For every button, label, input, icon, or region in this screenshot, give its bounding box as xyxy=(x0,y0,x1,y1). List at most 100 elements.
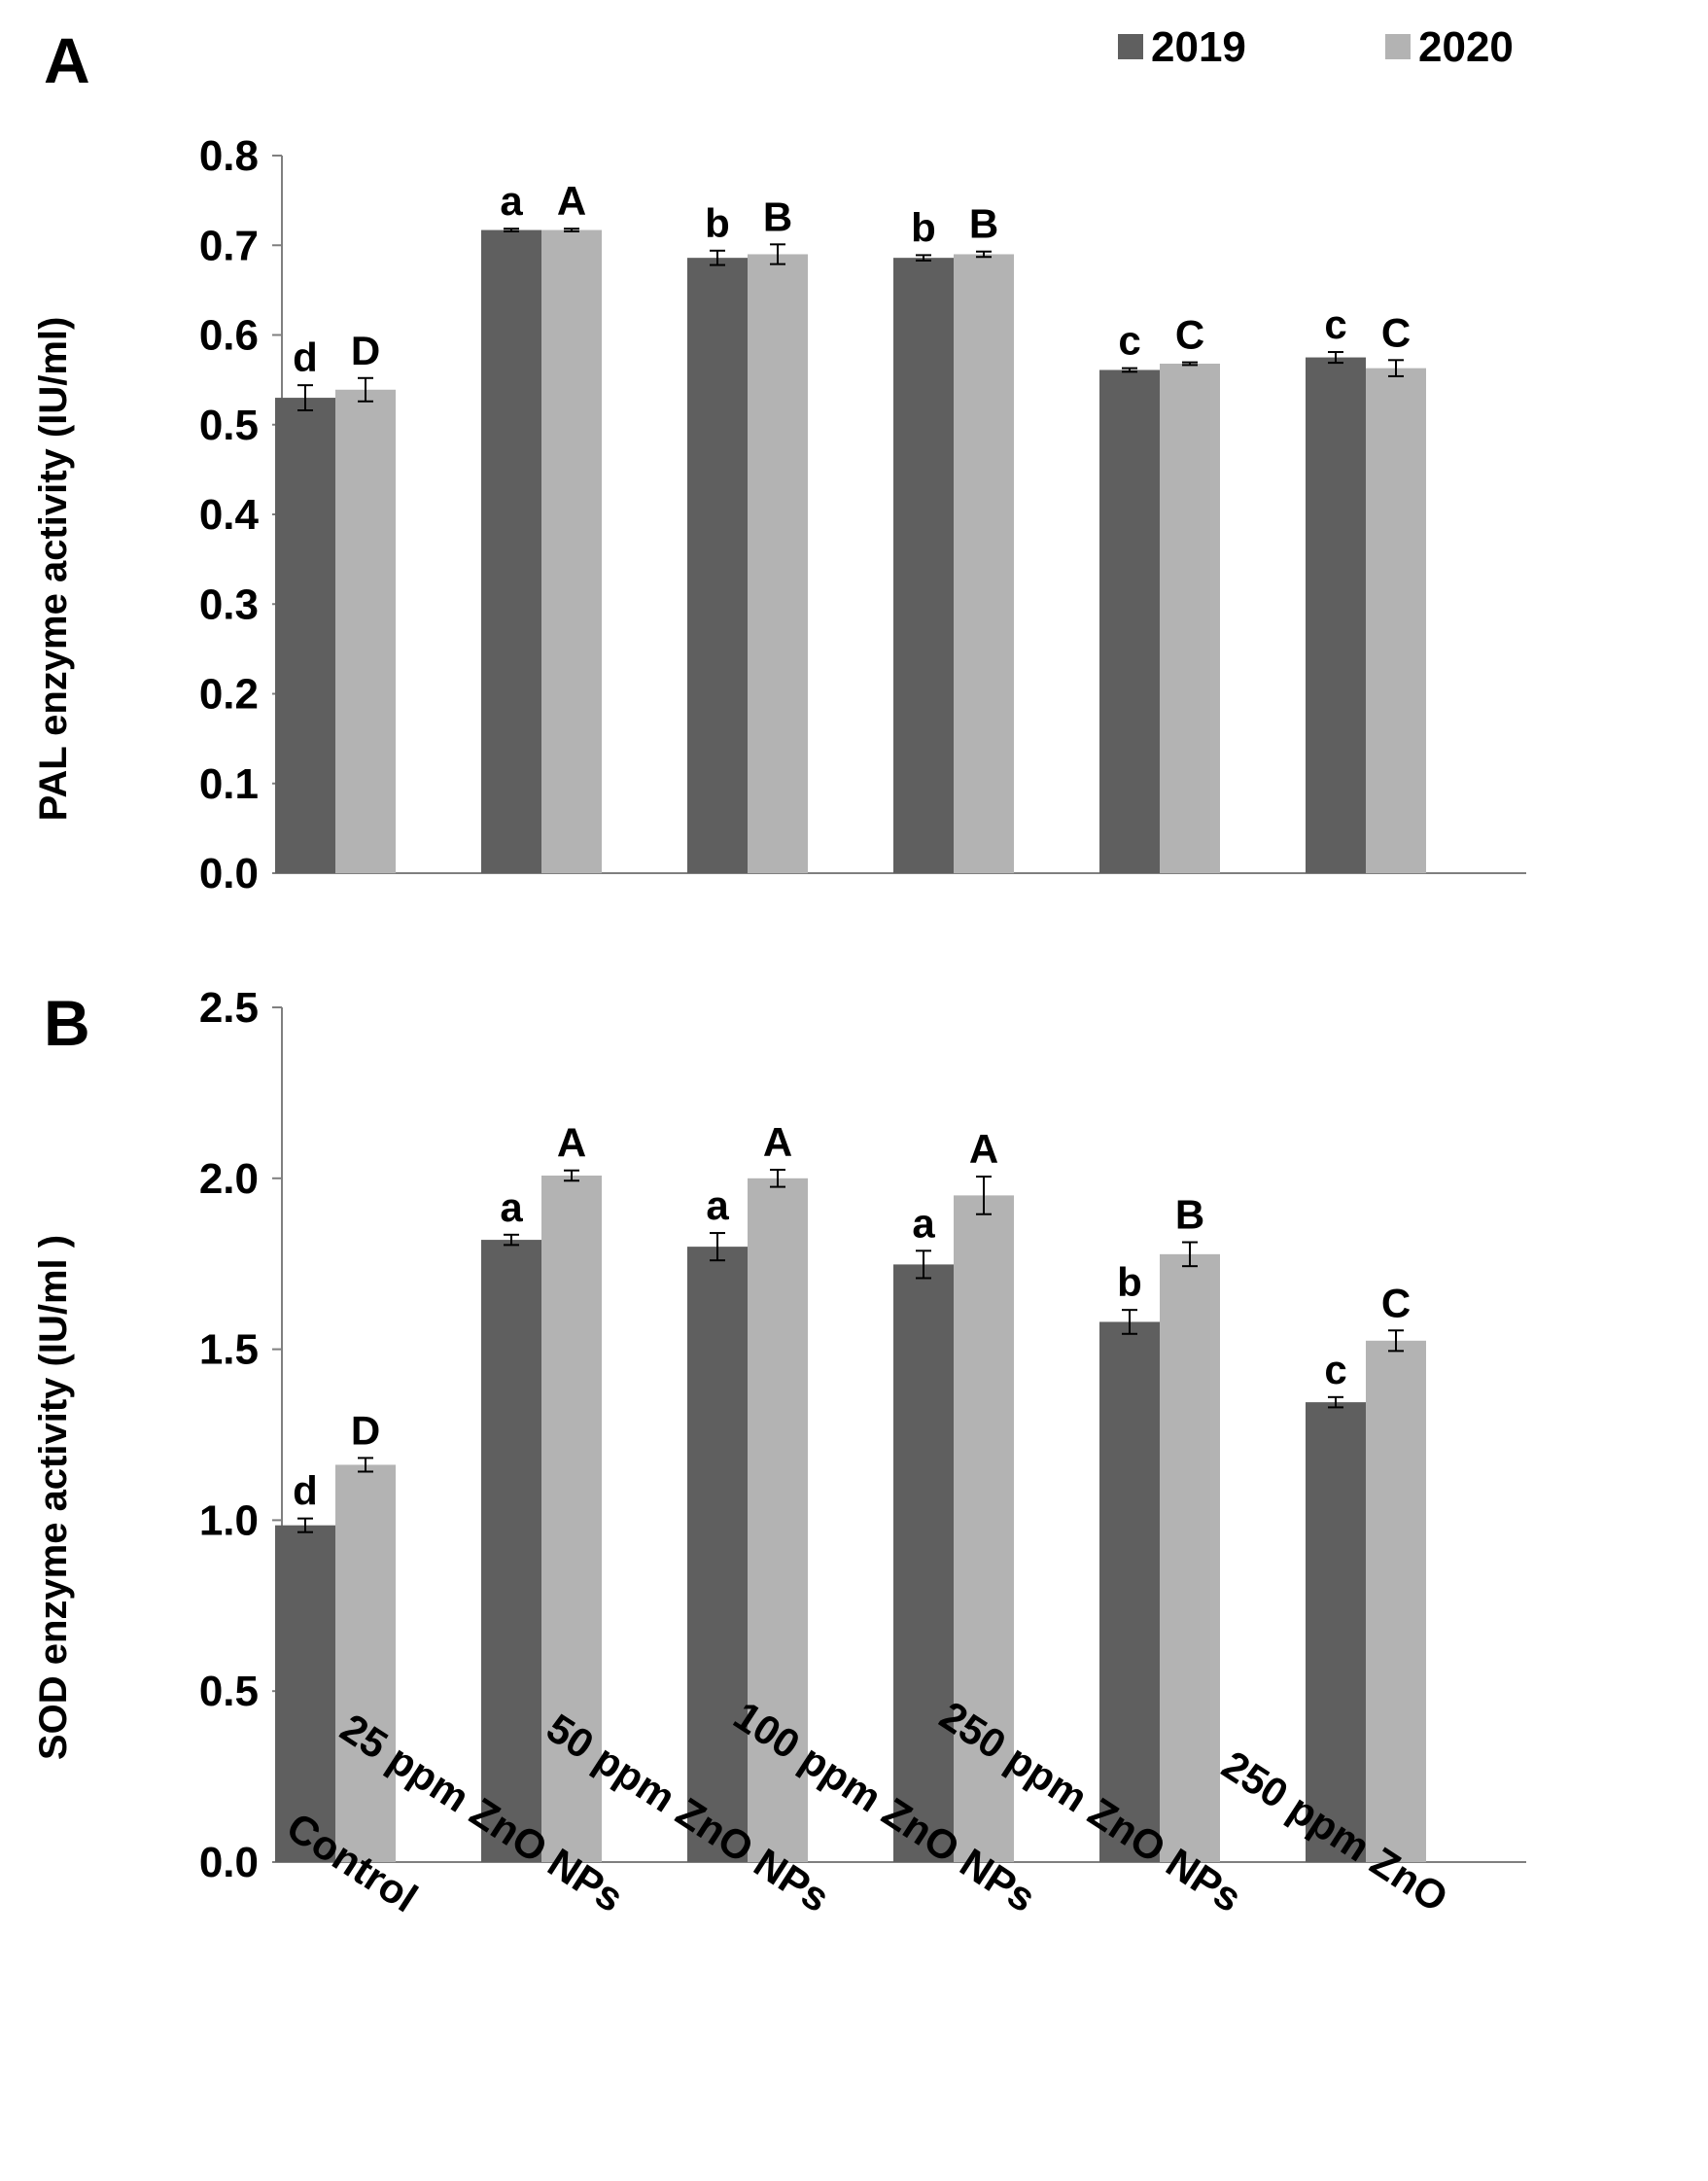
panel-b-bar-2019-6 xyxy=(1306,1402,1366,1862)
panel-a-error-bar-2020-3 xyxy=(770,243,785,265)
panel-a-y-axis-title: PAL enzyme activity (IU/ml) xyxy=(32,317,75,822)
panel-b-error-bar-2020-3 xyxy=(770,1169,785,1188)
panel-a-error-bar-2019-2 xyxy=(504,228,519,232)
panel-b-error-bar-2019-3 xyxy=(710,1232,725,1262)
panel-a-y-tick-label: 0.3 xyxy=(199,580,259,628)
panel-b-y-tick-label: 2.0 xyxy=(199,1155,259,1203)
panel-b-y-axis-title: SOD enzyme activity (IU/ml ) xyxy=(32,1235,75,1760)
panel-a-bar-2019-5 xyxy=(1099,369,1160,873)
panel-a-y-tick-label: 0.6 xyxy=(199,312,259,360)
panel-a-y-tick-label: 0.2 xyxy=(199,671,259,719)
panel-b-error-bar-2020-6 xyxy=(1388,1329,1404,1353)
panel-b-error-bar-2019-4 xyxy=(916,1249,931,1280)
panel-a-bar-2020-3 xyxy=(748,254,808,874)
panel-b-error-bar-2019-5 xyxy=(1122,1309,1137,1335)
panel-b-error-bar-2019-2 xyxy=(504,1233,519,1247)
panel-a-sig-label-2019-3: b xyxy=(705,200,730,246)
panel-a-sig-label-2019-4: b xyxy=(911,204,936,250)
panel-b-bar-2019-5 xyxy=(1099,1321,1160,1862)
panel-b-plot: 0.0 0.5 1.0 1.5 2.0 2.5 d a a a b c D A A A B C xyxy=(199,984,1526,1886)
panel-a-y-tick-label: 0.1 xyxy=(199,760,259,808)
panel-b-sig-label-2019-3: a xyxy=(706,1182,729,1228)
panel-b-sig-label-2020-2: A xyxy=(557,1120,586,1166)
panel-a-sig-label-2020-5: C xyxy=(1175,312,1204,358)
panel-b-letter: B xyxy=(44,987,90,1059)
panel-b-sig-label-2020-4: A xyxy=(969,1126,998,1172)
legend-label-2019: 2019 xyxy=(1151,23,1246,71)
panel-a-bar-2019-2 xyxy=(481,229,541,873)
panel-b-sig-label-2020-5: B xyxy=(1175,1192,1204,1238)
panel-b-sig-label-2019-5: b xyxy=(1117,1259,1142,1305)
panel-a-y-tick-label: 0.7 xyxy=(199,222,259,269)
panel-b-bar-2020-3 xyxy=(748,1178,808,1862)
panel-a-error-bar-2020-1 xyxy=(358,376,373,403)
panel-a-error-bar-2020-2 xyxy=(564,228,579,232)
panel-b-y-tick-label: 1.0 xyxy=(199,1496,259,1544)
panel-a-sig-label-2019-5: c xyxy=(1118,318,1140,364)
panel-b: B SOD enzyme activity (IU/ml ) 0.0 0.5 1.0… xyxy=(32,984,1526,1886)
panel-b-sig-label-2019-2: a xyxy=(500,1184,523,1230)
panel-b-bar-2020-4 xyxy=(954,1195,1014,1862)
panel-a-bar-2019-3 xyxy=(687,258,748,873)
panel-a-bar-2019-6 xyxy=(1306,357,1366,873)
panel-a-plot: 0.0 0.1 0.2 0.3 0.4 0.5 0.6 0.7 0.8 d a b b c c D A B B C C xyxy=(199,132,1526,897)
panel-a-error-bar-2020-6 xyxy=(1388,359,1404,377)
panel-b-y-tick-label: 0.5 xyxy=(199,1668,259,1715)
panel-a: A PAL enzyme activity (IU/ml) 0.00.10.20… xyxy=(32,24,1526,897)
panel-a-error-bar-2019-1 xyxy=(297,384,313,411)
panel-a-sig-label-2019-1: d xyxy=(293,334,318,380)
panel-a-letter: A xyxy=(44,24,90,96)
legend: 2019 2020 xyxy=(1118,23,1514,71)
panel-b-sig-label-2020-6: C xyxy=(1381,1280,1411,1325)
panel-b-y-tick-label: 0.0 xyxy=(199,1839,259,1886)
panel-a-sig-label-2020-1: D xyxy=(351,328,380,373)
panel-a-sig-label-2019-2: a xyxy=(500,178,523,224)
panel-a-sig-label-2020-4: B xyxy=(969,201,998,247)
panel-b-bar-2020-1 xyxy=(335,1464,396,1862)
panel-b-sig-label-2019-4: a xyxy=(912,1200,935,1246)
panel-a-bar-2020-4 xyxy=(954,254,1014,874)
panel-a-sig-label-2020-3: B xyxy=(763,193,792,239)
panel-b-bar-2019-1 xyxy=(275,1525,335,1862)
panel-b-y-tick-label: 2.5 xyxy=(199,984,259,1032)
panel-a-sig-label-2020-2: A xyxy=(557,178,586,224)
panel-a-bar-2020-1 xyxy=(335,389,396,873)
panel-a-bar-2020-6 xyxy=(1366,368,1426,873)
legend-label-2020: 2020 xyxy=(1418,23,1514,71)
panel-b-bar-2019-4 xyxy=(893,1264,954,1862)
panel-a-bar-2019-4 xyxy=(893,258,954,873)
panel-a-y-tick-label: 0.5 xyxy=(199,402,259,449)
panel-b-error-bar-2020-5 xyxy=(1182,1241,1198,1268)
panel-a-bar-2019-1 xyxy=(275,398,335,873)
panel-b-bar-2020-6 xyxy=(1366,1340,1426,1862)
panel-a-error-bar-2019-5 xyxy=(1122,367,1137,373)
panel-a-y-tick-label: 0.4 xyxy=(199,491,260,539)
panel-a-y-tick-label: 0.0 xyxy=(199,850,259,897)
panel-a-y-tick-label: 0.8 xyxy=(199,132,259,180)
legend-swatch-2019 xyxy=(1118,34,1143,59)
panel-b-bar-2019-2 xyxy=(481,1240,541,1862)
panel-b-error-bar-2019-6 xyxy=(1328,1395,1343,1409)
panel-a-bar-2020-2 xyxy=(541,229,602,873)
panel-b-sig-label-2019-6: c xyxy=(1324,1347,1346,1392)
panel-b-error-bar-2020-1 xyxy=(358,1457,373,1473)
panel-b-bar-2020-5 xyxy=(1160,1253,1220,1862)
panel-b-bar-2019-3 xyxy=(687,1247,748,1862)
panel-b-error-bar-2020-4 xyxy=(976,1176,992,1215)
panel-b-sig-label-2020-3: A xyxy=(763,1119,792,1165)
panel-b-sig-label-2020-1: D xyxy=(351,1407,380,1453)
panel-b-error-bar-2020-2 xyxy=(564,1169,579,1182)
panel-a-error-bar-2019-3 xyxy=(710,249,725,266)
panel-a-sig-label-2020-6: C xyxy=(1381,309,1411,355)
panel-b-error-bar-2019-1 xyxy=(297,1517,313,1533)
panel-b-bar-2020-2 xyxy=(541,1175,602,1862)
panel-a-error-bar-2020-5 xyxy=(1182,361,1198,367)
panel-a-error-bar-2019-6 xyxy=(1328,351,1343,365)
panel-a-error-bar-2020-4 xyxy=(976,250,992,259)
panel-b-y-tick-label: 1.5 xyxy=(199,1326,259,1374)
panel-a-sig-label-2019-6: c xyxy=(1324,301,1346,347)
panel-a-bar-2020-5 xyxy=(1160,364,1220,873)
legend-swatch-2020 xyxy=(1385,34,1411,59)
